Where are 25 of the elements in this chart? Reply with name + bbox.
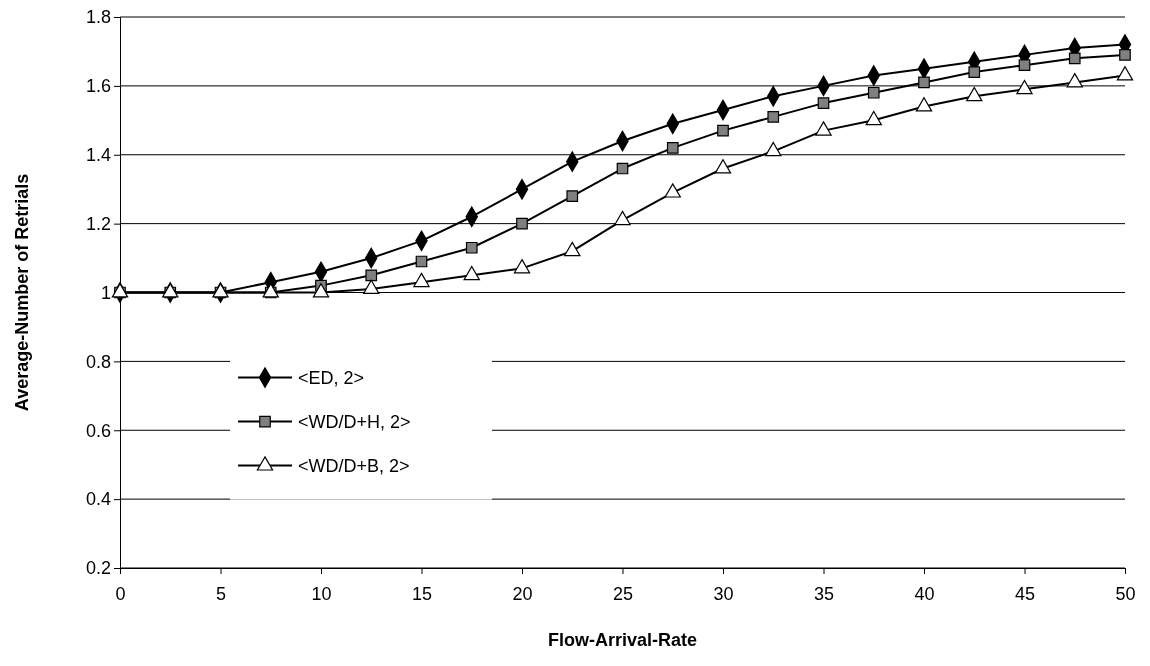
x-tick-label: 50	[1115, 584, 1136, 605]
x-axis-title: Flow-Arrival-Rate	[547, 630, 698, 650]
y-tick-label: 1.8	[85, 7, 111, 28]
y-tick-label: 0.6	[85, 420, 111, 441]
y-tick-label: 1.4	[85, 145, 111, 166]
y-tick-label: 1	[100, 282, 111, 303]
x-tick-label: 15	[411, 584, 433, 605]
y-tick-label: 0.2	[85, 558, 111, 579]
x-tick-label: 0	[115, 584, 126, 605]
y-tick-label: 0.8	[85, 351, 111, 372]
x-tick-label: 5	[215, 584, 227, 605]
x-tick-label: 25	[612, 584, 634, 605]
x-tick-label: 30	[713, 584, 734, 605]
x-tick-label: 35	[813, 584, 835, 605]
x-tick-label: 10	[311, 584, 332, 605]
y-tick-label: 0.4	[85, 489, 111, 510]
x-tick-label: 40	[914, 584, 935, 605]
x-tick-label: 20	[512, 584, 533, 605]
legend-label: <WD/D+H, 2>	[298, 411, 411, 432]
y-tick-label: 1.6	[85, 76, 111, 97]
y-axis-title: Average-Number of Retrials	[12, 173, 32, 412]
legend-label: <ED, 2>	[298, 367, 365, 388]
x-tick-label: 45	[1014, 584, 1036, 605]
legend-label: <WD/D+B, 2>	[298, 455, 410, 476]
y-tick-label: 1.2	[85, 213, 111, 234]
